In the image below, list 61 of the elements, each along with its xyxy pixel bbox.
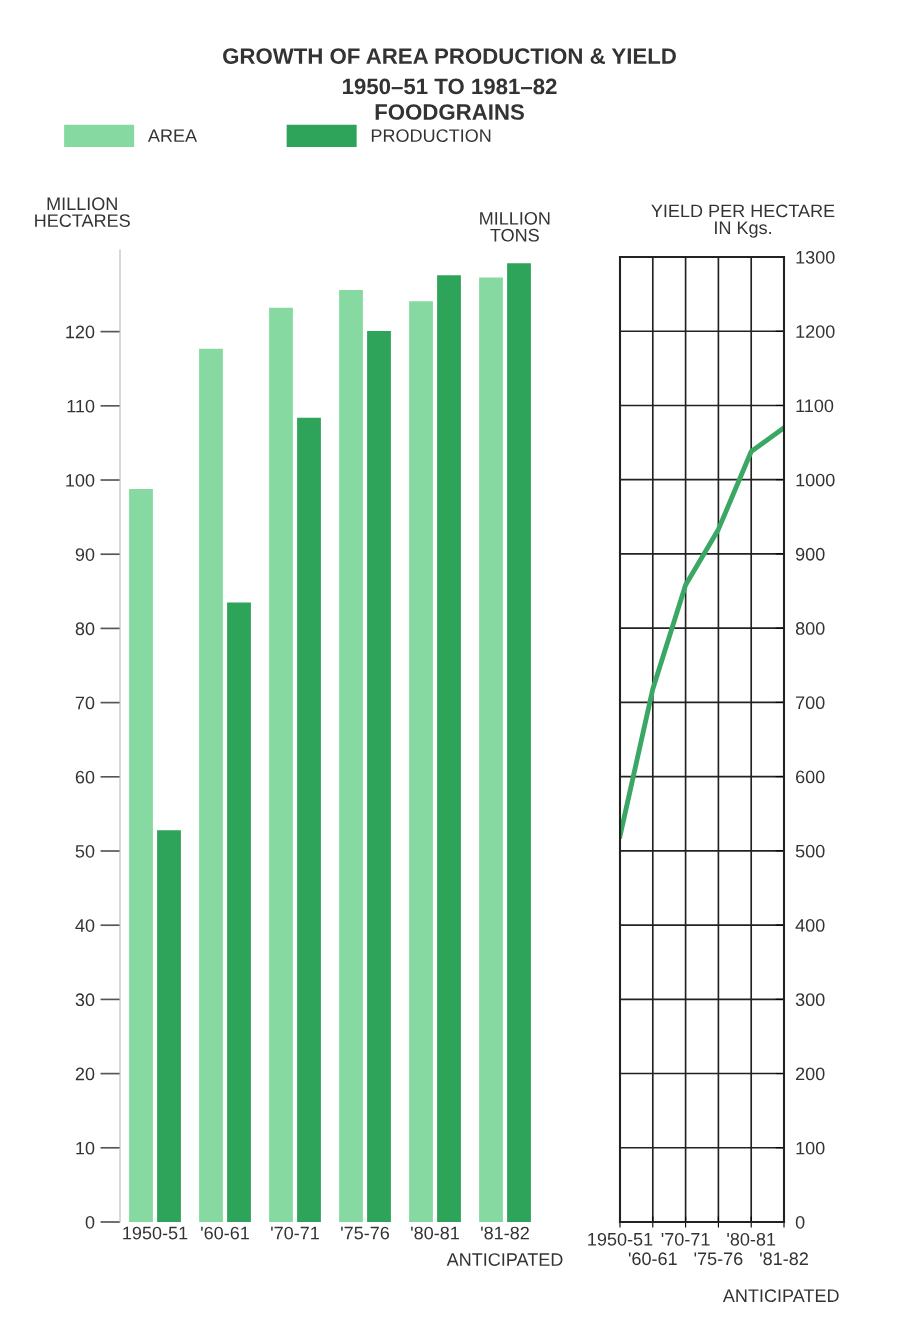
chart-title: GROWTH OF AREA PRODUCTION & YIELD: [223, 48, 676, 64]
text: MILLION TONS: [480, 211, 550, 242]
x-tick-label: '70-71: [661, 1232, 710, 1246]
bar: [339, 290, 363, 1222]
x-tick-label: '60-61: [201, 1226, 249, 1240]
y-axis-title: MILLION HECTARES: [35, 197, 130, 227]
x-tick-label: '75-76: [341, 1226, 390, 1240]
y-tick-label: 1000: [796, 473, 835, 487]
y-tick-label: 100: [796, 1141, 825, 1155]
x-tick-label: '81-82: [760, 1252, 808, 1266]
legend-label: PRODUCTION: [371, 129, 491, 143]
legend-label: AREA: [147, 129, 198, 142]
y-tick-label: 400: [795, 919, 825, 932]
y-axis-title: YIELD PER HECTARE IN Kgs.: [651, 204, 835, 238]
x-tick-label: '80-81: [411, 1226, 459, 1240]
x-tick-label: '60-61: [628, 1252, 677, 1266]
y-tick-label: 90: [75, 548, 95, 561]
x-tick-label: 1950-51: [588, 1232, 653, 1246]
y-tick-label: 100: [66, 473, 95, 487]
bar: [269, 307, 293, 1222]
y-tick-label: 600: [796, 770, 825, 784]
x-tick-label: '75-76: [694, 1252, 743, 1266]
y-tick-label: 700: [796, 696, 825, 710]
bar: [227, 602, 251, 1222]
y-tick-label: 1200: [796, 325, 835, 338]
bar: [437, 275, 461, 1222]
y-tick-label: 0: [795, 1215, 805, 1229]
bar: [297, 417, 321, 1222]
y-tick-label: 20: [75, 1067, 95, 1081]
y-tick-label: 0: [85, 1215, 95, 1229]
y-tick-label: 900: [795, 547, 825, 561]
bar: [129, 488, 153, 1222]
x-tick-label: '80-81: [727, 1232, 776, 1246]
bar: [479, 277, 503, 1222]
y-tick-label: 120: [66, 325, 95, 339]
y-tick-label: 110: [67, 399, 95, 413]
chart-subtitle: 1950–51 TO 1981–82 FOODGRAINS: [342, 78, 557, 120]
y-tick-label: 200: [796, 1067, 825, 1081]
bar: [409, 301, 433, 1222]
y-tick-label: 10: [76, 1141, 95, 1155]
y-tick-label: 800: [795, 622, 825, 635]
bar: [199, 348, 223, 1222]
y-tick-label: 1300: [796, 250, 835, 264]
y-tick-label: 1100: [796, 399, 834, 413]
y-tick-label: 500: [795, 844, 825, 858]
y-tick-label: 60: [75, 770, 95, 784]
line-series: [620, 425, 784, 839]
x-tick-label: '81-82: [481, 1226, 529, 1240]
x-tick-label: '70-71: [271, 1226, 319, 1240]
bar: [507, 263, 531, 1222]
y-tick-label: 30: [75, 993, 95, 1007]
bar: [367, 330, 391, 1222]
x-tick-label: 1950-51: [123, 1226, 188, 1240]
y-tick-label: 80: [75, 622, 95, 636]
y-tick-label: 300: [795, 993, 825, 1007]
y-tick-label: 50: [75, 844, 95, 858]
y-tick-label: 70: [75, 696, 95, 710]
y-tick-label: 40: [75, 919, 95, 932]
bar: [157, 830, 181, 1222]
text: ANTICIPATED: [722, 1289, 839, 1303]
text: ANTICIPATED: [446, 1253, 563, 1266]
